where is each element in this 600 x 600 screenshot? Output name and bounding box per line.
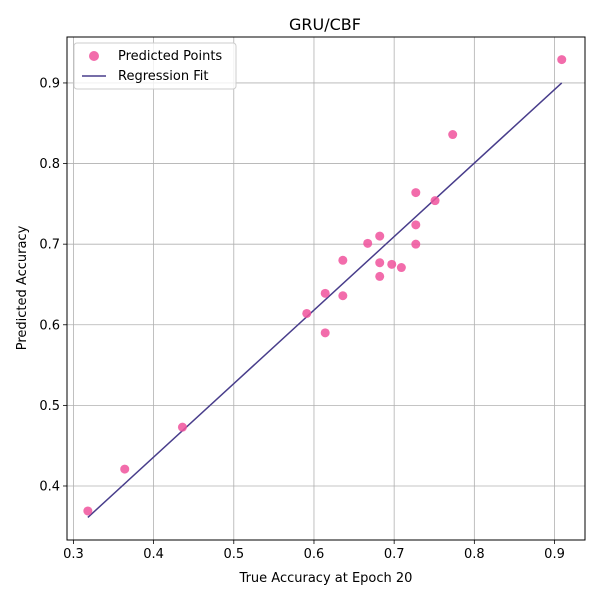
grid-lines bbox=[67, 37, 585, 540]
y-tick-label: 0.4 bbox=[39, 479, 60, 494]
x-tick-label: 0.9 bbox=[544, 547, 565, 562]
data-point bbox=[83, 506, 93, 516]
legend-box bbox=[73, 42, 237, 90]
points-layer bbox=[83, 55, 567, 516]
data-point bbox=[120, 464, 130, 474]
y-axis-ticks: 0.4 0.5 0.6 0.7 0.8 0.9 bbox=[39, 76, 67, 494]
data-point bbox=[302, 308, 312, 318]
y-axis-title: Predicted Accuracy bbox=[15, 225, 30, 350]
data-point bbox=[396, 263, 406, 273]
data-point bbox=[430, 196, 440, 206]
legend-label-predicted-points: Predicted Points bbox=[118, 49, 222, 64]
x-tick-label: 0.6 bbox=[304, 547, 325, 562]
y-tick-label: 0.9 bbox=[39, 76, 60, 91]
data-point bbox=[375, 271, 385, 281]
x-tick-label: 0.5 bbox=[223, 547, 244, 562]
data-point bbox=[411, 188, 421, 198]
data-point bbox=[375, 258, 385, 268]
y-tick-label: 0.8 bbox=[39, 157, 60, 172]
regression-layer bbox=[87, 82, 563, 518]
plot-area-frame bbox=[66, 36, 586, 541]
chart-title: GRU/CBF bbox=[289, 15, 361, 34]
legend-marker-predicted-points bbox=[89, 51, 99, 61]
data-point bbox=[338, 291, 348, 301]
y-tick-label: 0.5 bbox=[39, 399, 60, 414]
data-point bbox=[375, 231, 385, 241]
x-tick-label: 0.8 bbox=[464, 547, 485, 562]
data-point bbox=[557, 55, 567, 65]
data-point bbox=[363, 238, 373, 248]
regression-fit-line bbox=[87, 82, 563, 518]
x-tick-label: 0.4 bbox=[143, 547, 164, 562]
data-point bbox=[448, 130, 458, 140]
data-point bbox=[177, 422, 187, 432]
data-point bbox=[338, 255, 348, 265]
legend-label-regression-fit: Regression Fit bbox=[118, 69, 208, 84]
x-tick-label: 0.3 bbox=[63, 547, 84, 562]
y-tick-label: 0.6 bbox=[39, 318, 60, 333]
data-point bbox=[320, 288, 330, 298]
data-point bbox=[411, 239, 421, 249]
data-point bbox=[320, 328, 330, 338]
x-axis-ticks: 0.3 0.4 0.5 0.6 0.7 0.8 0.9 bbox=[63, 540, 565, 562]
y-tick-label: 0.7 bbox=[39, 238, 60, 253]
x-tick-label: 0.7 bbox=[384, 547, 405, 562]
legend: Predicted Points Regression Fit bbox=[73, 42, 237, 90]
x-axis-title: True Accuracy at Epoch 20 bbox=[239, 571, 413, 586]
data-point bbox=[387, 259, 397, 269]
data-point bbox=[411, 220, 421, 230]
